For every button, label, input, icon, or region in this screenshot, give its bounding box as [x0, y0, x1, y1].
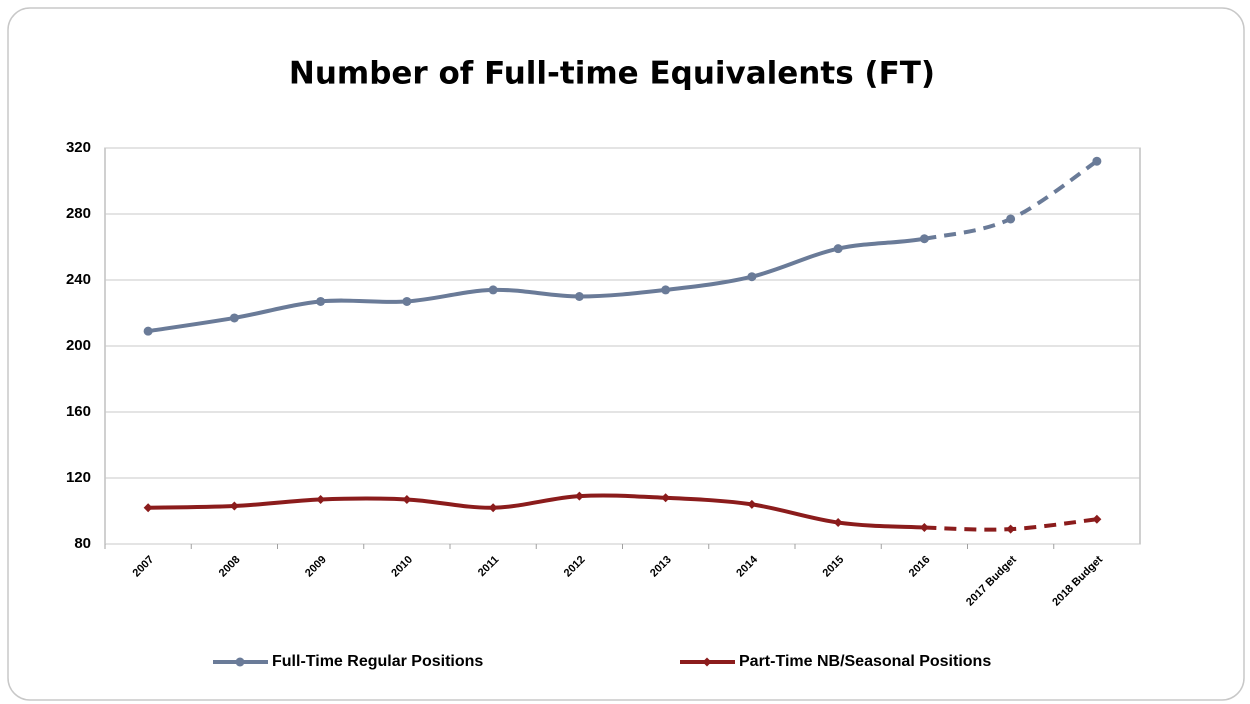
data-point [1092, 156, 1102, 166]
y-tick-label: 320 [66, 139, 91, 156]
data-point [229, 313, 239, 323]
data-point [919, 523, 929, 532]
data-point [316, 494, 326, 504]
data-point [833, 518, 843, 528]
data-point [747, 272, 757, 282]
series-line [146, 236, 927, 334]
data-point [402, 494, 412, 504]
data-point [143, 503, 153, 513]
y-tick-label: 80 [74, 535, 91, 552]
data-point [919, 234, 929, 244]
data-point [229, 501, 239, 511]
data-point [316, 296, 326, 306]
y-tick-label: 240 [66, 271, 91, 288]
data-point [574, 491, 584, 501]
data-point [833, 244, 843, 254]
legend-label: Full-Time Regular Positions [272, 653, 483, 670]
data-point [747, 499, 757, 509]
legend-marker [235, 657, 245, 667]
data-point [1006, 214, 1016, 224]
data-point [661, 285, 671, 295]
data-point [402, 296, 412, 306]
y-tick-label: 280 [66, 205, 91, 222]
y-tick-label: 200 [66, 337, 91, 354]
data-point [1092, 514, 1102, 524]
chart-title: Number of Full-time Equivalents (FT) [289, 56, 935, 92]
y-tick-label: 160 [66, 403, 91, 420]
data-point [488, 285, 498, 295]
series-line [146, 493, 927, 530]
legend-marker [702, 657, 712, 667]
data-point [143, 326, 153, 336]
data-point [661, 493, 671, 503]
data-point [574, 292, 584, 301]
legend-label: Part-Time NB/Seasonal Positions [739, 653, 991, 670]
y-tick-label: 120 [66, 469, 91, 486]
data-point [488, 503, 498, 513]
data-point [1006, 524, 1016, 534]
